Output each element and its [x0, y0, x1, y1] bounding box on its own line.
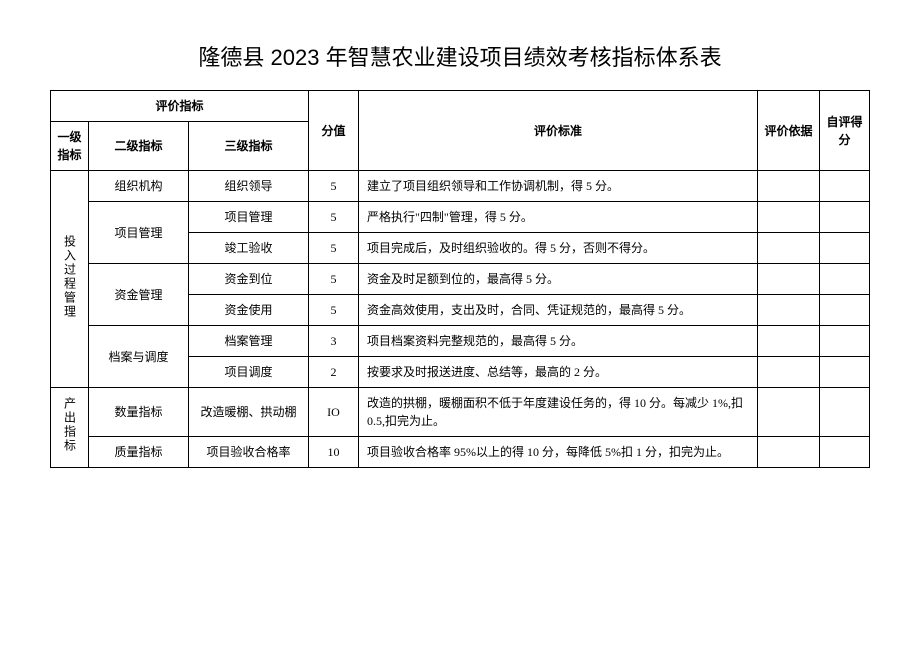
standard-cell: 改造的拱棚，暖棚面积不低于年度建设任务的，得 10 分。每减少 1%,扣 0.5…	[359, 388, 758, 437]
evaluation-table: 评价指标 分值 评价标准 评价依据 自评得分 一级指标 二级指标 三级指标 投入…	[50, 90, 870, 468]
level2-cell: 项目管理	[89, 202, 189, 264]
standard-cell: 建立了项目组织领导和工作协调机制，得 5 分。	[359, 171, 758, 202]
header-eval-indicator: 评价指标	[51, 91, 309, 122]
table-row: 产出指标数量指标改造暖棚、拱动棚IO改造的拱棚，暖棚面积不低于年度建设任务的，得…	[51, 388, 870, 437]
level3-cell: 竣工验收	[189, 233, 309, 264]
level3-cell: 资金使用	[189, 295, 309, 326]
level3-cell: 项目验收合格率	[189, 437, 309, 468]
self-score-cell	[820, 357, 870, 388]
basis-cell	[758, 388, 820, 437]
score-cell: 5	[309, 264, 359, 295]
score-cell: 5	[309, 202, 359, 233]
score-cell: 5	[309, 171, 359, 202]
score-cell: 5	[309, 295, 359, 326]
header-level3: 三级指标	[189, 122, 309, 171]
table-row: 投入过程管理组织机构组织领导5建立了项目组织领导和工作协调机制，得 5 分。	[51, 171, 870, 202]
table-row: 项目管理项目管理5严格执行"四制"管理，得 5 分。	[51, 202, 870, 233]
level2-cell: 档案与调度	[89, 326, 189, 388]
level1-label: 投入过程管理	[61, 235, 79, 319]
standard-cell: 按要求及时报送进度、总结等，最高的 2 分。	[359, 357, 758, 388]
score-cell: 5	[309, 233, 359, 264]
self-score-cell	[820, 233, 870, 264]
self-score-cell	[820, 388, 870, 437]
level2-cell: 质量指标	[89, 437, 189, 468]
standard-cell: 项目验收合格率 95%以上的得 10 分，每降低 5%扣 1 分，扣完为止。	[359, 437, 758, 468]
self-score-cell	[820, 264, 870, 295]
basis-cell	[758, 202, 820, 233]
table-row: 档案与调度档案管理3项目档案资料完整规范的，最高得 5 分。	[51, 326, 870, 357]
table-row: 质量指标项目验收合格率10项目验收合格率 95%以上的得 10 分，每降低 5%…	[51, 437, 870, 468]
header-level1: 一级指标	[51, 122, 89, 171]
header-self-score: 自评得分	[820, 91, 870, 171]
level2-cell: 数量指标	[89, 388, 189, 437]
header-level2: 二级指标	[89, 122, 189, 171]
level1-cell: 产出指标	[51, 388, 89, 468]
level3-cell: 项目管理	[189, 202, 309, 233]
page-title: 隆德县 2023 年智慧农业建设项目绩效考核指标体系表	[50, 40, 870, 72]
level2-cell: 组织机构	[89, 171, 189, 202]
basis-cell	[758, 295, 820, 326]
basis-cell	[758, 326, 820, 357]
score-cell: 10	[309, 437, 359, 468]
score-cell: 3	[309, 326, 359, 357]
level2-cell: 资金管理	[89, 264, 189, 326]
score-cell: 2	[309, 357, 359, 388]
header-standard: 评价标准	[359, 91, 758, 171]
self-score-cell	[820, 202, 870, 233]
level3-cell: 资金到位	[189, 264, 309, 295]
level3-cell: 项目调度	[189, 357, 309, 388]
standard-cell: 项目档案资料完整规范的，最高得 5 分。	[359, 326, 758, 357]
standard-cell: 项目完成后，及时组织验收的。得 5 分，否则不得分。	[359, 233, 758, 264]
standard-cell: 严格执行"四制"管理，得 5 分。	[359, 202, 758, 233]
basis-cell	[758, 437, 820, 468]
basis-cell	[758, 171, 820, 202]
standard-cell: 资金及时足额到位的，最高得 5 分。	[359, 264, 758, 295]
header-basis: 评价依据	[758, 91, 820, 171]
level1-label: 产出指标	[61, 397, 79, 453]
level3-cell: 改造暖棚、拱动棚	[189, 388, 309, 437]
level3-cell: 档案管理	[189, 326, 309, 357]
header-score: 分值	[309, 91, 359, 171]
table-row: 资金管理资金到位5资金及时足额到位的，最高得 5 分。	[51, 264, 870, 295]
table-header-row: 评价指标 分值 评价标准 评价依据 自评得分	[51, 91, 870, 122]
self-score-cell	[820, 295, 870, 326]
level3-cell: 组织领导	[189, 171, 309, 202]
self-score-cell	[820, 171, 870, 202]
score-cell: IO	[309, 388, 359, 437]
level1-cell: 投入过程管理	[51, 171, 89, 388]
basis-cell	[758, 264, 820, 295]
self-score-cell	[820, 437, 870, 468]
self-score-cell	[820, 326, 870, 357]
basis-cell	[758, 233, 820, 264]
basis-cell	[758, 357, 820, 388]
standard-cell: 资金高效使用，支出及时，合同、凭证规范的，最高得 5 分。	[359, 295, 758, 326]
